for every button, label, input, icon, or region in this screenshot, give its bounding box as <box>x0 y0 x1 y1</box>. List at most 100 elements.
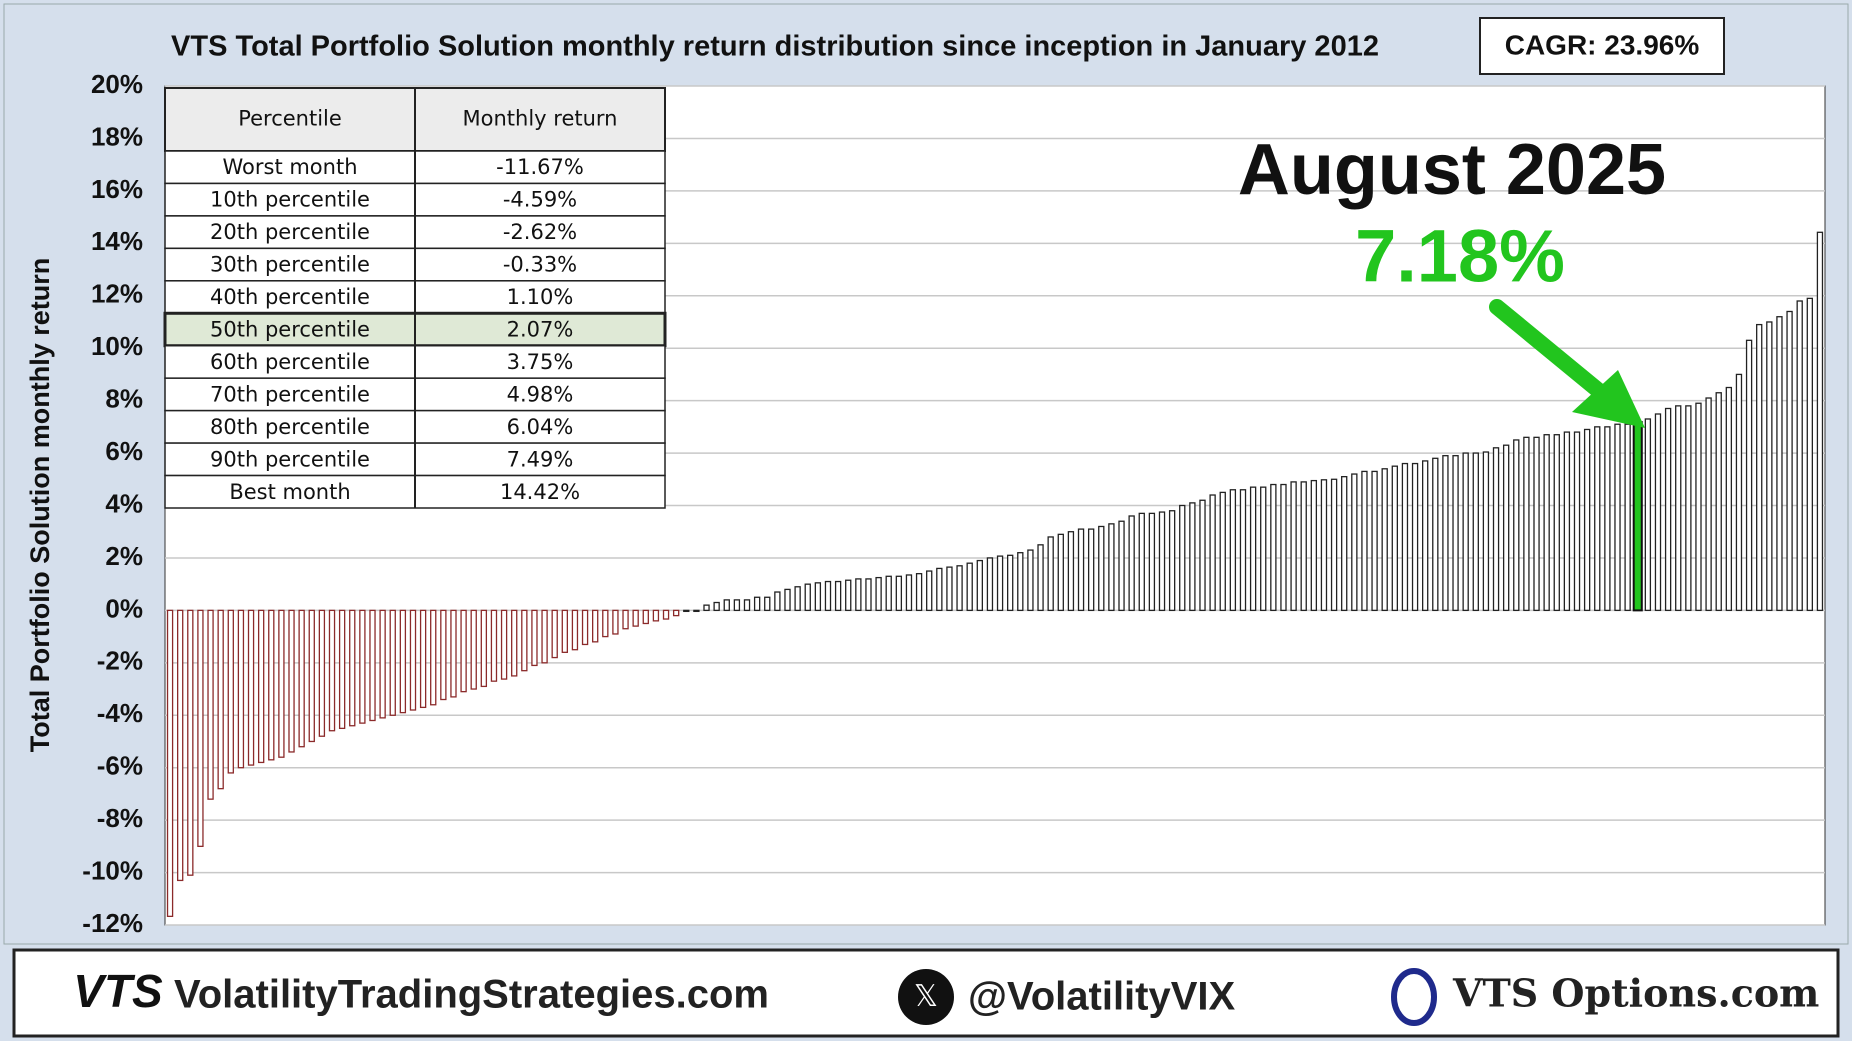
bar <box>1239 489 1247 612</box>
bar <box>764 596 771 612</box>
bar <box>308 609 315 743</box>
bar <box>1330 478 1338 612</box>
bar <box>753 596 761 612</box>
bar <box>1199 499 1206 612</box>
y-tick-label: 6% <box>105 436 143 466</box>
bar <box>480 609 488 688</box>
cagr: CAGR: 23.96% <box>1505 29 1700 60</box>
bar <box>1057 533 1064 612</box>
bar <box>1047 536 1054 612</box>
bar <box>207 609 214 800</box>
bar <box>804 583 811 612</box>
bar <box>1756 323 1763 612</box>
bar <box>1502 444 1510 612</box>
bar <box>683 609 690 613</box>
y-tick-label: -12% <box>82 908 143 938</box>
bar <box>1432 457 1439 612</box>
bar <box>1209 494 1216 612</box>
bar <box>177 609 184 882</box>
table-value: 7.49% <box>507 447 574 471</box>
bar <box>612 609 619 635</box>
table-label: 40th percentile <box>210 285 370 309</box>
bar <box>1675 405 1682 612</box>
bar <box>247 609 255 766</box>
bar <box>278 609 285 758</box>
y-tick-label: -8% <box>97 803 143 833</box>
highlight-bar <box>1632 421 1643 612</box>
bar <box>1462 452 1469 612</box>
bar <box>1452 455 1459 612</box>
bar <box>1796 300 1803 612</box>
bar <box>1573 431 1581 612</box>
bar <box>1138 512 1145 612</box>
bar <box>996 555 1004 612</box>
bar <box>1745 339 1753 612</box>
bar <box>845 579 852 612</box>
bar <box>1482 451 1490 612</box>
table-label: 60th percentile <box>210 350 370 374</box>
bar <box>1189 502 1196 612</box>
bar <box>1260 486 1267 612</box>
y-tick-label: 4% <box>105 488 143 518</box>
bar <box>602 609 609 638</box>
bar <box>743 599 751 612</box>
bar <box>693 609 700 613</box>
bar <box>1118 520 1125 612</box>
bar <box>187 609 194 876</box>
bar <box>1604 426 1611 612</box>
bar <box>1664 407 1672 612</box>
bar <box>672 609 680 617</box>
table-header: Percentile <box>238 107 342 131</box>
bar <box>349 609 356 727</box>
table-label: Worst month <box>222 155 357 179</box>
table-label: 30th percentile <box>210 253 370 277</box>
bar <box>1472 452 1479 612</box>
table: Percentile Monthly return Worst month -11.6… <box>163 87 667 509</box>
bar <box>389 609 396 716</box>
bar <box>541 609 548 664</box>
bar <box>379 609 386 719</box>
y-tick-label: 10% <box>91 331 143 361</box>
bar <box>1229 489 1237 612</box>
bar <box>1735 373 1743 612</box>
x-icon <box>898 969 954 1025</box>
table-label: Best month <box>229 480 350 504</box>
bar <box>298 609 305 748</box>
bar <box>905 574 913 612</box>
site: VolatilityTradingStrategies.com <box>174 973 769 1017</box>
bars <box>166 231 1824 917</box>
options-icon <box>1391 968 1437 1026</box>
bar <box>662 609 670 620</box>
table-label: 10th percentile <box>210 188 370 212</box>
bar <box>419 609 427 709</box>
y-axis-label: Total Portfolio Solution monthly return <box>25 258 55 752</box>
y-tick-label: 18% <box>91 121 143 151</box>
bar <box>713 601 720 612</box>
bar <box>1310 479 1318 612</box>
arrow-shaft <box>1489 299 1618 408</box>
bar <box>1563 431 1571 612</box>
bar <box>1290 481 1297 612</box>
y-tick-label: 14% <box>91 226 143 256</box>
bar <box>359 609 366 724</box>
y-tick-label: 2% <box>105 541 143 571</box>
bar <box>895 575 903 612</box>
bar <box>1786 310 1793 612</box>
bar <box>1077 528 1085 612</box>
bar <box>1705 397 1712 612</box>
bar <box>1725 386 1733 612</box>
table-value: 2.07% <box>507 318 574 342</box>
bar <box>723 599 730 612</box>
bar <box>1067 531 1075 612</box>
bar <box>1644 418 1652 612</box>
bar <box>1715 392 1722 612</box>
x-glyph: 𝕏 <box>914 980 938 1013</box>
bar <box>561 609 568 653</box>
bar <box>1371 470 1378 612</box>
bar <box>875 576 882 612</box>
bar <box>1695 402 1702 612</box>
bar <box>1533 436 1540 612</box>
y-tick-label: 16% <box>91 174 143 204</box>
bar <box>490 609 498 682</box>
